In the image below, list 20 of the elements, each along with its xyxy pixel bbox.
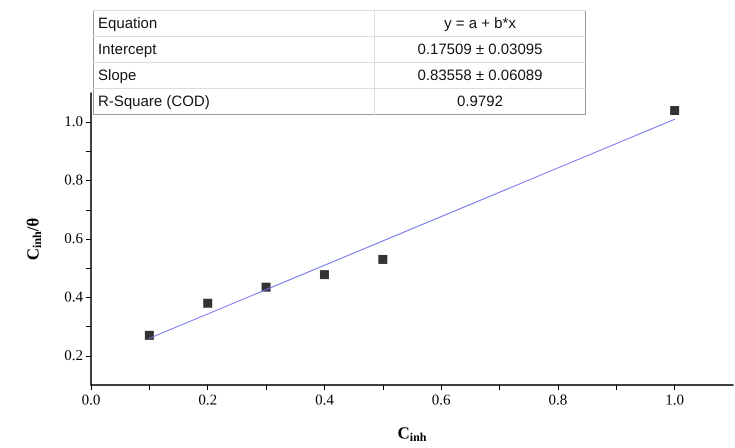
point bbox=[378, 254, 388, 264]
annotation: R-Square (COD) bbox=[94, 88, 374, 114]
y-tick-label: 0.4 bbox=[64, 289, 84, 306]
point bbox=[144, 330, 154, 340]
table-grid: Equation y = a + b*x Intercept 0.17509 ± 0.03095 Slope 0.83558 ± 0.06089 R-Square (COD) 0.9792 bbox=[93, 10, 586, 115]
y-tick-label: 0.2 bbox=[64, 348, 83, 364]
x-tick-label: 0.8 bbox=[548, 392, 568, 408]
y-tick-label: 0.6 bbox=[64, 231, 84, 247]
y-tick-label: 0.8 bbox=[64, 172, 83, 189]
y-tick-label: 1.0 bbox=[64, 114, 83, 130]
x-tick-label: 1.0 bbox=[665, 392, 684, 408]
x-tick-label: 0.6 bbox=[432, 392, 452, 408]
x-tick-label: 0.0 bbox=[82, 392, 100, 408]
x-tick-label: 0.4 bbox=[315, 392, 334, 408]
y-axis-title: Cinh/θ bbox=[24, 218, 44, 260]
point bbox=[320, 270, 329, 280]
x-tick-label: 0.2 bbox=[198, 392, 218, 408]
point bbox=[670, 106, 680, 116]
annotation: 0.9792 bbox=[374, 88, 586, 114]
point bbox=[203, 298, 212, 308]
